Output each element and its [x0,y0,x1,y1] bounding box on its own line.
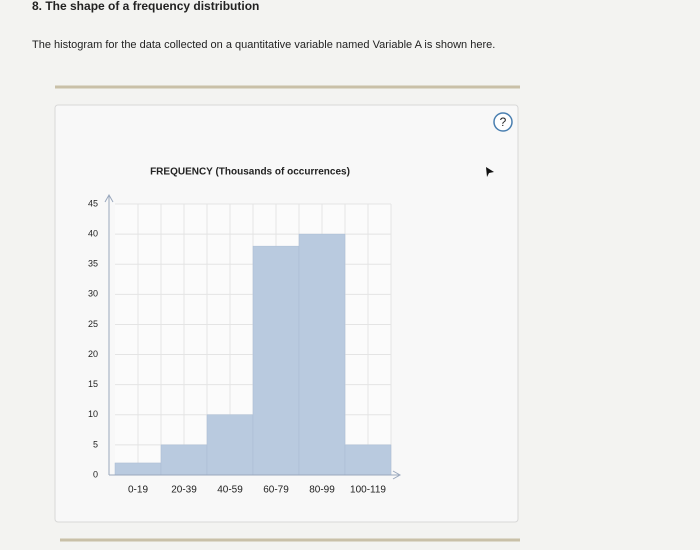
question-prompt: The histogram for the data collected on … [32,39,495,51]
y-tick-label: 0 [93,469,98,479]
y-tick-label: 20 [88,349,98,359]
y-tick-label: 45 [88,198,98,208]
y-axis-arrow [104,193,114,203]
y-tick-label: 35 [88,259,98,269]
histogram-bar [298,233,346,476]
x-tick-label: 80-99 [309,485,335,496]
histogram-bar [160,444,208,476]
y-tick-label: 40 [88,228,98,238]
x-axis-arrow [392,470,402,480]
x-tick-label: 40-59 [217,485,243,496]
help-button[interactable] [493,112,513,132]
y-tick-label: 30 [88,289,98,299]
y-tick-label: 5 [93,439,98,449]
help-icon[interactable]: ? [500,115,507,129]
y-tick-label: 10 [88,409,98,419]
y-tick-label: 25 [88,319,98,329]
histogram-bar [114,462,162,476]
x-tick-label: 0-19 [128,485,148,496]
cursor [486,167,494,177]
x-tick-label: 60-79 [263,485,289,496]
question-title: 8. The shape of a frequency distribution [32,0,259,13]
chart-title: FREQUENCY (Thousands of occurrences) [150,167,350,178]
histogram-bar [252,245,300,476]
y-tick-label: 15 [88,379,98,389]
histogram-bar [344,444,392,476]
x-tick-label: 20-39 [171,485,197,496]
x-tick-label: 100-119 [350,485,386,496]
histogram-bar [206,414,254,476]
